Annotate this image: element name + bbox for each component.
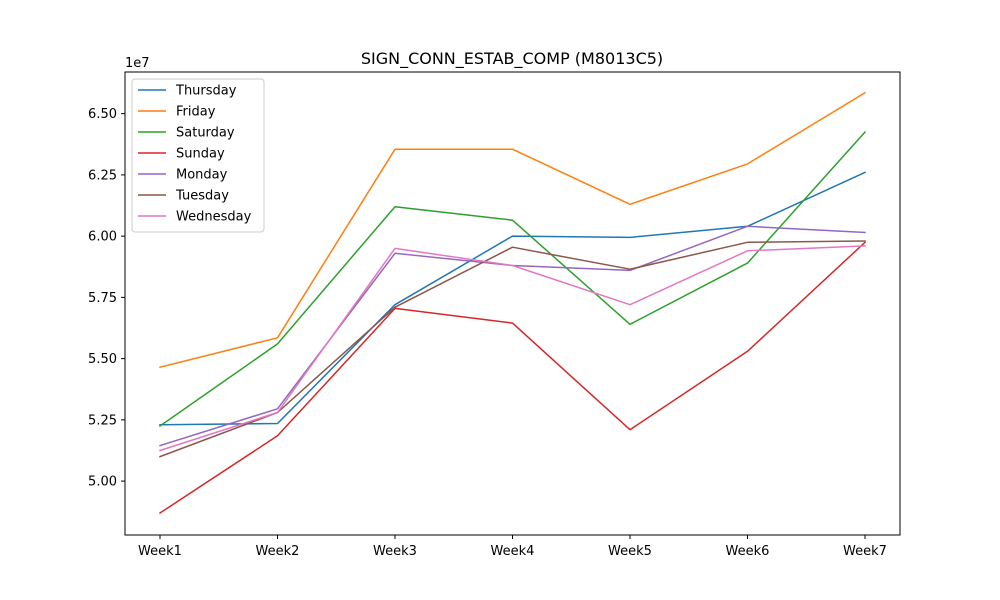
chart-title: SIGN_CONN_ESTAB_COMP (M8013C5)	[361, 49, 663, 69]
y-tick-label: 6.50	[88, 107, 117, 122]
legend-label-wednesday: Wednesday	[176, 210, 252, 225]
legend: Thursday Friday Saturday Sunday Monday Tuesda…	[131, 78, 265, 233]
x-tick-label-week7: Week7	[843, 544, 887, 559]
x-axis: Week1 Week2 Week3 Week4 Week5 Week6 Week7	[138, 535, 887, 559]
x-tick-label-week3: Week3	[373, 544, 417, 559]
y-axis: 5.00 5.25 5.50 5.75 6.00 6.25 6.50	[88, 107, 125, 490]
x-tick-label-week6: Week6	[726, 544, 770, 559]
y-tick-label: 5.00	[88, 475, 117, 490]
y-tick-label: 5.25	[88, 413, 117, 428]
series-line-saturday	[158, 130, 867, 428]
legend-label-thursday: Thursday	[175, 84, 237, 99]
series-layer	[158, 91, 867, 515]
y-tick-label: 5.50	[88, 352, 117, 367]
series-line-wednesday	[159, 245, 866, 452]
y-scale-label: 1e7	[125, 56, 150, 71]
y-tick-label: 6.25	[88, 168, 117, 183]
x-tick-label-week1: Week1	[138, 544, 182, 559]
legend-label-friday: Friday	[176, 105, 216, 120]
y-tick-label: 5.75	[88, 291, 117, 306]
legend-label-sunday: Sunday	[176, 147, 225, 162]
y-tick-label: 6.00	[88, 230, 117, 245]
legend-label-monday: Monday	[176, 168, 228, 183]
series-line-friday	[159, 91, 867, 369]
legend-box	[131, 78, 265, 233]
x-tick-label-week5: Week5	[608, 544, 652, 559]
x-tick-label-week4: Week4	[491, 544, 535, 559]
series-line-sunday	[158, 241, 867, 515]
legend-label-tuesday: Tuesday	[175, 189, 229, 204]
x-tick-label-week2: Week2	[256, 544, 300, 559]
legend-label-saturday: Saturday	[176, 126, 235, 141]
